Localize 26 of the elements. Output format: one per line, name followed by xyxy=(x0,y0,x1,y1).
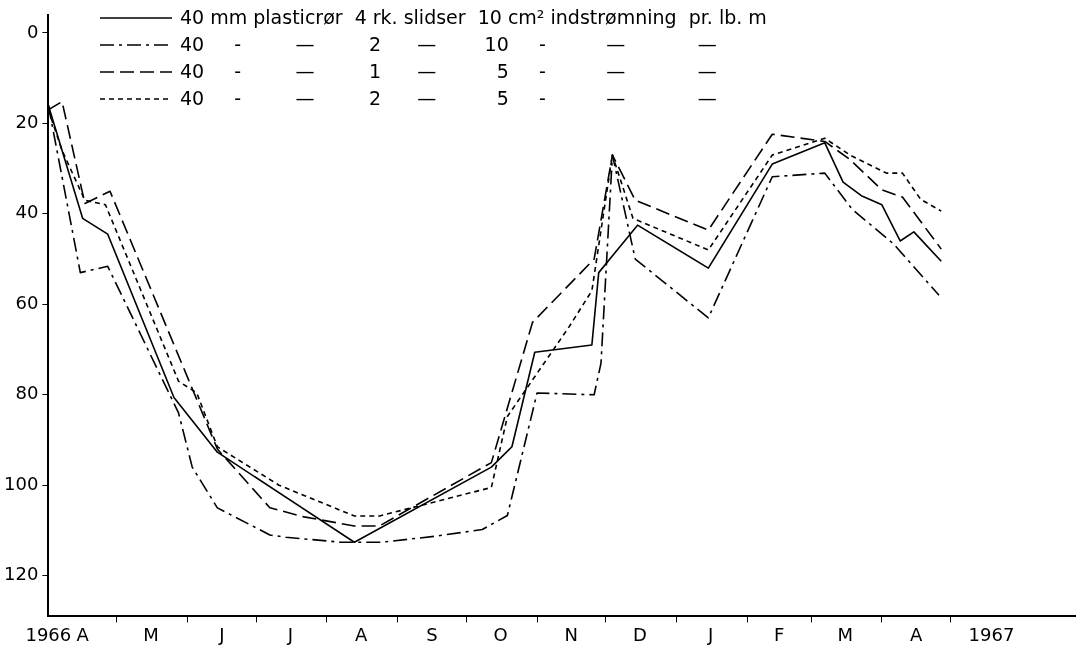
y-tick-label: 120 xyxy=(4,563,39,585)
x-tick-label: O xyxy=(493,623,508,645)
x-tick-label: F xyxy=(773,623,785,645)
legend-label: 40 - — 2 — 10 - — — xyxy=(180,32,717,57)
y-tick-label: 60 xyxy=(15,291,39,313)
legend-label: 40 mm plasticrør 4 rk. slidser 10 cm² indstrømning pr. lb. m xyxy=(180,5,767,30)
y-tick-label: 80 xyxy=(15,382,39,404)
x-tick-label: M xyxy=(143,623,159,645)
legend-label: 40 - — 2 — 5 - — — xyxy=(180,86,717,111)
x-tick-label: D xyxy=(632,623,647,645)
x-tick-label: S xyxy=(426,623,438,645)
x-tick-label: A xyxy=(76,623,90,645)
x-tick-label: J xyxy=(218,623,225,645)
y-tick-label: 0 xyxy=(26,20,39,42)
x-tick-label: 1966 xyxy=(25,623,72,645)
y-tick-label: 40 xyxy=(15,201,39,223)
x-tick-label: J xyxy=(706,623,714,645)
legend-label: 40 - — 1 — 5 - — — xyxy=(180,59,717,84)
x-tick-label: A xyxy=(909,623,923,645)
x-tick-label: M xyxy=(837,623,854,645)
x-tick-label: A xyxy=(355,623,369,645)
y-tick-label: 100 xyxy=(4,472,39,494)
x-tick-label: 1967 xyxy=(968,623,1015,645)
x-tick-label: N xyxy=(564,623,579,645)
x-tick-label: J xyxy=(286,623,294,645)
y-tick-label: 20 xyxy=(15,111,39,133)
